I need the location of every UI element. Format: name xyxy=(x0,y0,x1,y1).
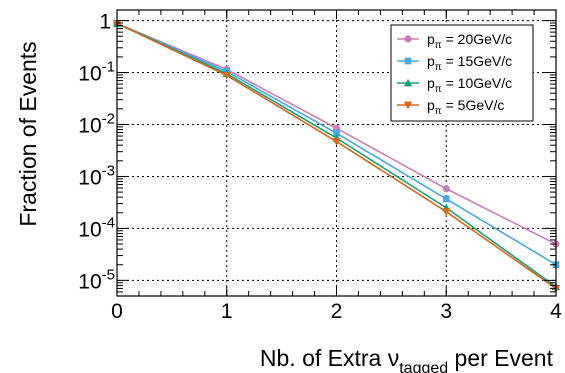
legend-label: pπ = 10GeV/c xyxy=(427,75,512,95)
legend-label-rest: = 15GeV/c xyxy=(442,53,512,69)
legend-label-rest: = 20GeV/c xyxy=(442,31,512,47)
y-tick-label: 10-1 xyxy=(78,59,115,86)
legend-label: pπ = 5GeV/c xyxy=(427,97,504,117)
y-tick-label: 10-2 xyxy=(78,111,115,138)
y-tick-base: 1 xyxy=(99,11,111,34)
data-point xyxy=(442,185,450,193)
data-point xyxy=(333,129,340,137)
legend-label-rest: = 10GeV/c xyxy=(442,75,512,91)
legend-marker xyxy=(404,35,412,43)
x-axis-title-suffix: per Event xyxy=(448,345,553,371)
legend-label: pπ = 15GeV/c xyxy=(427,53,512,73)
x-tick-label: 2 xyxy=(331,300,343,323)
y-tick-label: 1 xyxy=(99,11,111,34)
data-point xyxy=(442,195,450,203)
y-tick-exponent: -3 xyxy=(102,162,115,179)
y-tick-base: 10 xyxy=(78,115,101,138)
legend-label-subscript: π xyxy=(435,40,442,51)
x-axis-title: Nb. of Extra νtagged per Event xyxy=(260,345,554,373)
y-tick-label: 10-3 xyxy=(78,162,115,189)
legend-label-rest: = 5GeV/c xyxy=(442,97,505,113)
x-tick-label: 3 xyxy=(440,300,452,323)
legend-entry: pπ = 5GeV/c xyxy=(397,97,504,117)
x-axis-title-prefix: Nb. of Extra xyxy=(260,345,388,371)
series-4 xyxy=(112,20,561,293)
legend-label-base: p xyxy=(427,53,435,69)
y-tick-label: 10-4 xyxy=(78,214,115,241)
legend-entry: pπ = 15GeV/c xyxy=(397,53,512,73)
y-tick-base: 10 xyxy=(78,166,101,189)
data-point xyxy=(222,72,231,80)
data-point xyxy=(332,138,341,146)
legend-label: pπ = 20GeV/c xyxy=(427,31,512,51)
x-axis-title-symbol: ν xyxy=(388,345,400,371)
y-tick-base: 10 xyxy=(78,63,101,86)
data-point xyxy=(442,208,451,216)
y-tick-base: 10 xyxy=(78,270,101,293)
legend-label-base: p xyxy=(427,97,435,113)
x-tick-label: 1 xyxy=(221,300,233,323)
y-tick-label: 10-5 xyxy=(78,266,115,293)
legend-entry: pπ = 20GeV/c xyxy=(397,31,512,51)
legend: pπ = 20GeV/cpπ = 15GeV/cpπ = 10GeV/cpπ =… xyxy=(390,24,534,122)
y-tick-exponent: -5 xyxy=(102,266,115,283)
legend-label-base: p xyxy=(427,31,435,47)
y-tick-exponent: -4 xyxy=(102,214,115,231)
legend-marker xyxy=(403,101,413,110)
legend-marker xyxy=(403,78,413,87)
x-tick-label: 0 xyxy=(111,300,123,323)
x-tick-label: 4 xyxy=(550,300,562,323)
x-axis-title-subscript: tagged xyxy=(399,360,448,373)
legend-label-subscript: π xyxy=(435,84,442,95)
legend-label-base: p xyxy=(427,75,435,91)
y-axis-title: Fraction of Events xyxy=(15,41,41,226)
legend-marker xyxy=(404,57,412,65)
y-tick-exponent: -1 xyxy=(102,59,115,76)
legend-entry: pπ = 10GeV/c xyxy=(397,75,512,95)
y-tick-exponent: -2 xyxy=(102,111,115,128)
axis-ticks xyxy=(116,10,557,296)
legend-label-subscript: π xyxy=(435,106,442,117)
legend-label-subscript: π xyxy=(435,62,442,73)
y-tick-base: 10 xyxy=(78,218,101,241)
